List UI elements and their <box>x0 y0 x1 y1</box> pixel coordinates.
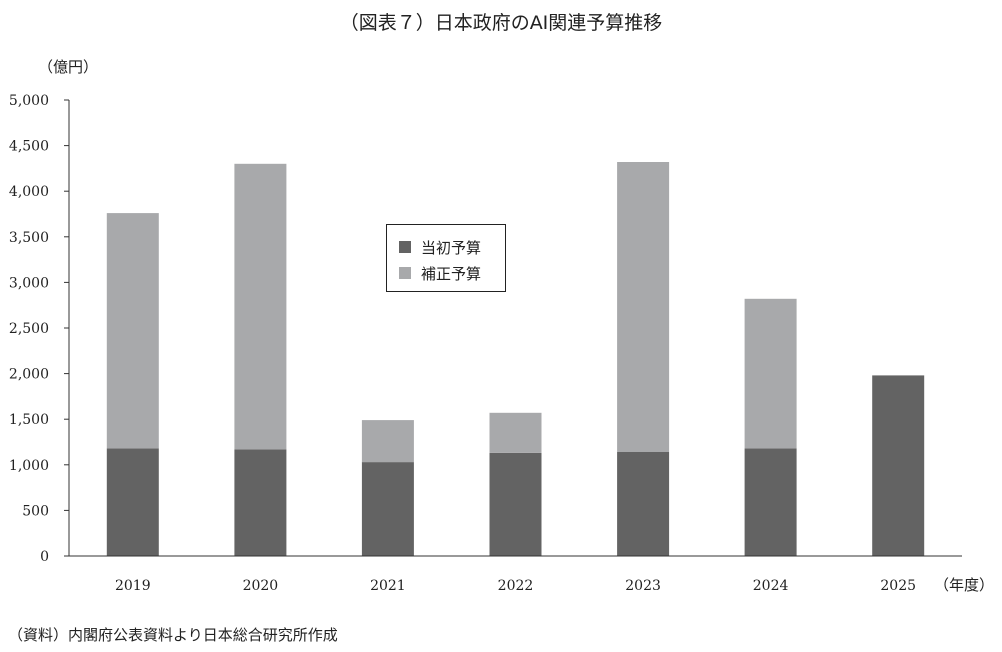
y-tick-label: 500 <box>22 503 49 519</box>
legend-item-initial: 当初予算 <box>399 234 505 260</box>
legend-swatch-initial <box>399 241 411 253</box>
x-tick-label: 2024 <box>753 578 789 594</box>
bar-initial-2020 <box>234 449 287 556</box>
x-tick-label: 2025 <box>880 578 916 594</box>
y-tick-label: 2,500 <box>9 321 49 337</box>
y-tick-label: 2,000 <box>9 367 49 383</box>
legend-item-supplementary: 補正予算 <box>399 260 505 286</box>
bar-supplementary-2021 <box>361 420 414 463</box>
bar-initial-2021 <box>361 462 414 556</box>
y-tick-label: 4,000 <box>9 184 49 200</box>
legend: 当初予算 補正予算 <box>386 224 506 292</box>
x-axis-unit-label: （年度） <box>934 576 995 594</box>
bar-supplementary-2024 <box>744 298 797 449</box>
y-tick-label: 4,500 <box>9 139 49 155</box>
x-tick-label: 2019 <box>115 578 151 594</box>
bar-initial-2023 <box>617 452 670 556</box>
y-tick-label: 1,000 <box>9 458 49 474</box>
x-tick-label: 2020 <box>243 578 279 594</box>
legend-label-supplementary: 補正予算 <box>421 264 482 283</box>
chart-title: （図表７）日本政府のAI関連予算推移 <box>339 12 663 34</box>
y-tick-label: 3,500 <box>9 230 49 246</box>
bar-initial-2025 <box>872 375 925 556</box>
bar-supplementary-2019 <box>106 213 159 449</box>
legend-label-initial: 当初予算 <box>421 238 482 257</box>
y-tick-label: 1,500 <box>9 412 49 428</box>
y-axis-unit-label: （億円） <box>38 58 99 76</box>
bar-supplementary-2022 <box>489 412 542 453</box>
bar-initial-2019 <box>106 448 159 556</box>
x-tick-label: 2021 <box>370 578 406 594</box>
y-ticks-group: 0 500 1,000 1,500 2,000 2,500 3,000 3,500 4,000 4… <box>9 93 69 565</box>
source-note: （資料）内閣府公表資料より日本総合研究所作成 <box>8 626 338 644</box>
bar-supplementary-2023 <box>617 162 670 452</box>
bar-initial-2022 <box>489 452 542 556</box>
legend-swatch-supplementary <box>399 267 411 279</box>
y-tick-label: 5,000 <box>9 93 49 109</box>
y-tick-label: 3,000 <box>9 275 49 291</box>
x-ticks-group: 2019 2020 2021 2022 2023 2024 2025 <box>115 578 916 594</box>
bar-supplementary-2020 <box>234 163 287 450</box>
bar-initial-2024 <box>744 448 797 556</box>
bars-group <box>106 162 925 556</box>
y-tick-label: 0 <box>40 549 49 565</box>
x-tick-label: 2023 <box>625 578 661 594</box>
x-tick-label: 2022 <box>498 578 534 594</box>
